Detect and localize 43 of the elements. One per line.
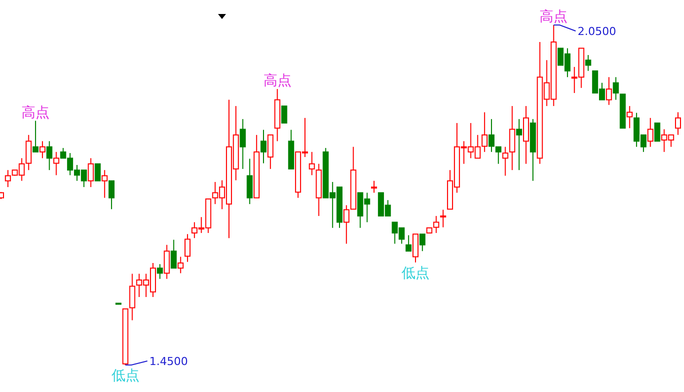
annotation: 1.4500 [149, 355, 188, 368]
candlestick [406, 234, 412, 252]
candlestick [585, 54, 592, 72]
candlestick [516, 118, 522, 171]
candlestick [502, 146, 508, 176]
candlestick [440, 209, 446, 228]
annotation: 低点 [111, 368, 140, 384]
candlestick [32, 120, 39, 152]
candlestick [170, 239, 177, 269]
candlestick [606, 76, 612, 106]
candlestick [88, 158, 94, 188]
candlestick [129, 273, 136, 321]
candlestick [178, 256, 184, 274]
candlestick [267, 134, 274, 170]
candlestick [240, 118, 246, 170]
candlestick [108, 180, 115, 210]
candlestick [371, 180, 378, 194]
annotation: 高点 [22, 104, 50, 121]
candlestick [164, 244, 170, 280]
candlestick [647, 117, 654, 148]
candlestick [94, 163, 101, 182]
candlestick [612, 76, 619, 100]
candlestick [654, 122, 660, 142]
candlestick [102, 170, 108, 198]
candlestick [509, 106, 516, 171]
candlestick [156, 264, 163, 280]
candlestick [308, 151, 315, 176]
candlestick [246, 158, 253, 205]
candlestick [675, 112, 681, 136]
candlestick [46, 140, 52, 171]
annotation: 高点 [263, 73, 292, 90]
candlestick [523, 106, 530, 164]
candlestick [626, 106, 633, 129]
candlestick [184, 234, 191, 262]
annotation: 高点 [540, 9, 568, 25]
candlestick [412, 234, 418, 263]
annotation: 2.0500 [578, 25, 616, 38]
candlestick [260, 129, 267, 164]
candlestick [53, 151, 60, 176]
candlestick [281, 106, 288, 124]
annotation: 低点 [401, 265, 430, 282]
candlestick [39, 140, 46, 159]
candlestick [419, 234, 426, 252]
